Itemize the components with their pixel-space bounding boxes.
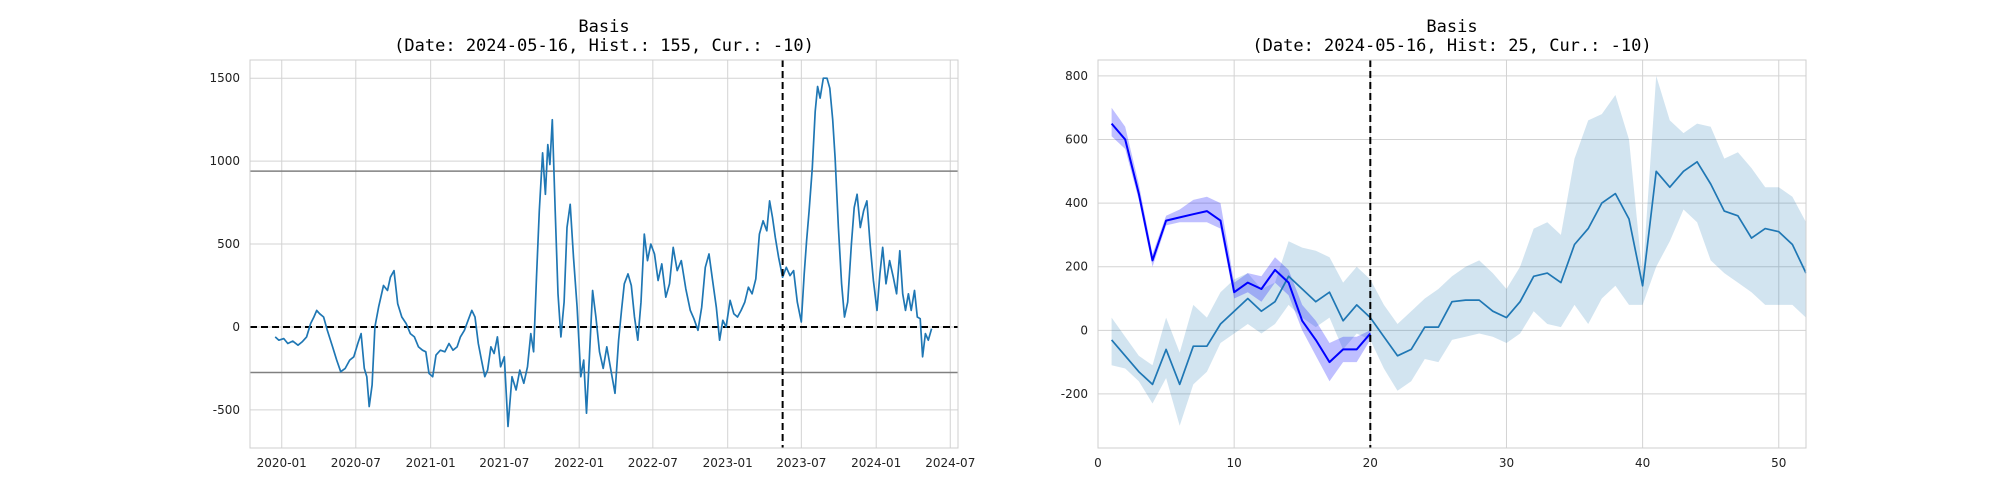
x-tick-label: 50 bbox=[1771, 456, 1786, 470]
x-tick-label: 2024-07 bbox=[925, 456, 975, 470]
x-tick-label: 10 bbox=[1227, 456, 1242, 470]
y-tick-label: 1000 bbox=[209, 154, 240, 168]
y-tick-label: -200 bbox=[1061, 387, 1088, 401]
y-tick-label: 400 bbox=[1065, 196, 1088, 210]
x-tick-label: 2024-01 bbox=[851, 456, 901, 470]
series-line bbox=[274, 77, 933, 428]
x-tick-label: 20 bbox=[1363, 456, 1378, 470]
y-tick-label: 0 bbox=[232, 320, 240, 334]
chart-subtitle: (Date: 2024-05-16, Hist: 25, Cur.: -10) bbox=[1252, 36, 1651, 56]
y-tick-label: 500 bbox=[217, 237, 240, 251]
chart-panel-1: 2020-01 2020-07 2021-01 2021-07 2022-01 2022-… bbox=[209, 17, 975, 470]
y-tick-label: -500 bbox=[213, 403, 240, 417]
x-tick-label: 2020-07 bbox=[331, 456, 381, 470]
x-tick-label: 2022-07 bbox=[628, 456, 678, 470]
x-tick-label: 0 bbox=[1094, 456, 1102, 470]
x-tick-label: 2022-01 bbox=[554, 456, 604, 470]
series-band bbox=[1111, 75, 1806, 426]
x-tick-label: 2020-01 bbox=[257, 456, 307, 470]
grid bbox=[250, 60, 958, 448]
plot-area bbox=[1098, 60, 1806, 448]
chart-title: Basis bbox=[1426, 17, 1477, 37]
x-tick-label: 2021-01 bbox=[406, 456, 456, 470]
series-line bbox=[1110, 160, 1807, 386]
y-tick-label: 800 bbox=[1065, 69, 1088, 83]
y-tick-label: 1500 bbox=[209, 71, 240, 85]
plot-border bbox=[249, 59, 959, 449]
y-tick-label: 0 bbox=[1080, 323, 1088, 337]
series-band bbox=[1111, 107, 1371, 382]
x-tick-label: 2021-07 bbox=[479, 456, 529, 470]
x-tick-label: 2023-07 bbox=[776, 456, 826, 470]
x-tick-label: 2023-01 bbox=[703, 456, 753, 470]
chart-subtitle: (Date: 2024-05-16, Hist.: 155, Cur.: -10… bbox=[394, 36, 814, 56]
chart-panel-2: 0 10 20 30 40 50 -200 0 200 400 600 800 Basis(Date: … bbox=[1061, 17, 1807, 470]
x-tick-label: 30 bbox=[1499, 456, 1514, 470]
plot-border bbox=[1097, 59, 1807, 449]
y-tick-label: 600 bbox=[1065, 133, 1088, 147]
chart-title: Basis bbox=[578, 17, 629, 37]
series-line bbox=[1110, 122, 1372, 364]
x-tick-label: 40 bbox=[1635, 456, 1650, 470]
y-tick-label: 200 bbox=[1065, 260, 1088, 274]
